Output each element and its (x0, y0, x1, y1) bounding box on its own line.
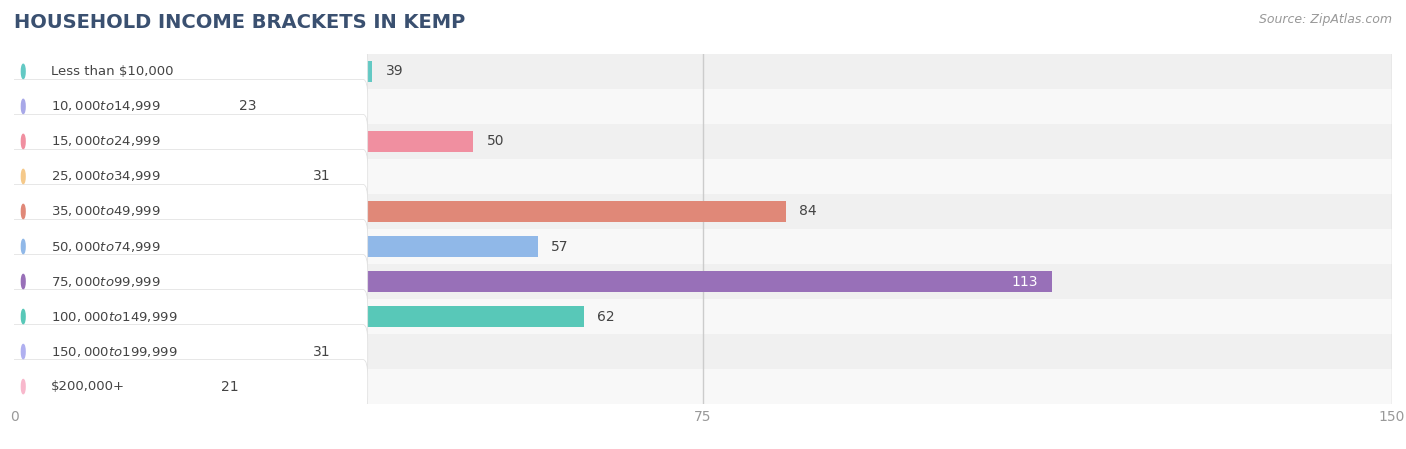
Circle shape (21, 379, 25, 394)
FancyBboxPatch shape (0, 360, 368, 414)
FancyBboxPatch shape (0, 290, 368, 343)
Bar (14, 166, 299, 187)
Text: $35,000 to $49,999: $35,000 to $49,999 (51, 204, 160, 219)
FancyBboxPatch shape (0, 150, 368, 203)
FancyBboxPatch shape (0, 79, 368, 133)
Text: 84: 84 (800, 204, 817, 219)
FancyBboxPatch shape (0, 255, 368, 308)
Text: 31: 31 (312, 169, 330, 184)
Bar (14, 306, 583, 327)
FancyBboxPatch shape (14, 124, 1392, 159)
FancyBboxPatch shape (0, 325, 368, 379)
Circle shape (21, 274, 25, 289)
Circle shape (21, 64, 25, 79)
Text: $150,000 to $199,999: $150,000 to $199,999 (51, 344, 177, 359)
FancyBboxPatch shape (14, 159, 1392, 194)
Text: $10,000 to $14,999: $10,000 to $14,999 (51, 99, 160, 114)
Text: $200,000+: $200,000+ (51, 380, 125, 393)
Text: $100,000 to $149,999: $100,000 to $149,999 (51, 309, 177, 324)
Text: 31: 31 (312, 344, 330, 359)
FancyBboxPatch shape (14, 194, 1392, 229)
Circle shape (21, 344, 25, 359)
Bar (14, 61, 373, 82)
Text: 113: 113 (1012, 274, 1038, 289)
FancyBboxPatch shape (14, 369, 1392, 404)
FancyBboxPatch shape (14, 299, 1392, 334)
FancyBboxPatch shape (14, 264, 1392, 299)
Text: $50,000 to $74,999: $50,000 to $74,999 (51, 239, 160, 254)
Text: Less than $10,000: Less than $10,000 (51, 65, 173, 78)
Text: 62: 62 (598, 309, 614, 324)
FancyBboxPatch shape (0, 44, 368, 98)
Bar (14, 201, 786, 222)
Text: Source: ZipAtlas.com: Source: ZipAtlas.com (1258, 13, 1392, 26)
Text: HOUSEHOLD INCOME BRACKETS IN KEMP: HOUSEHOLD INCOME BRACKETS IN KEMP (14, 13, 465, 32)
FancyBboxPatch shape (0, 185, 368, 238)
Circle shape (21, 204, 25, 219)
Circle shape (21, 309, 25, 324)
FancyBboxPatch shape (14, 89, 1392, 124)
Text: $75,000 to $99,999: $75,000 to $99,999 (51, 274, 160, 289)
FancyBboxPatch shape (14, 334, 1392, 369)
FancyBboxPatch shape (0, 114, 368, 168)
Circle shape (21, 239, 25, 254)
Text: 21: 21 (221, 379, 239, 394)
FancyBboxPatch shape (0, 220, 368, 273)
FancyBboxPatch shape (14, 229, 1392, 264)
Bar (14, 236, 537, 257)
Circle shape (21, 134, 25, 149)
Bar (14, 271, 1052, 292)
Text: 39: 39 (387, 64, 404, 79)
Text: $15,000 to $24,999: $15,000 to $24,999 (51, 134, 160, 149)
Circle shape (21, 169, 25, 184)
Bar (14, 376, 207, 397)
Bar (14, 96, 225, 117)
Circle shape (21, 99, 25, 114)
Text: 50: 50 (486, 134, 505, 149)
Bar (14, 341, 299, 362)
Text: $25,000 to $34,999: $25,000 to $34,999 (51, 169, 160, 184)
Bar (14, 131, 474, 152)
Text: 23: 23 (239, 99, 257, 114)
FancyBboxPatch shape (14, 54, 1392, 89)
Text: 57: 57 (551, 239, 569, 254)
